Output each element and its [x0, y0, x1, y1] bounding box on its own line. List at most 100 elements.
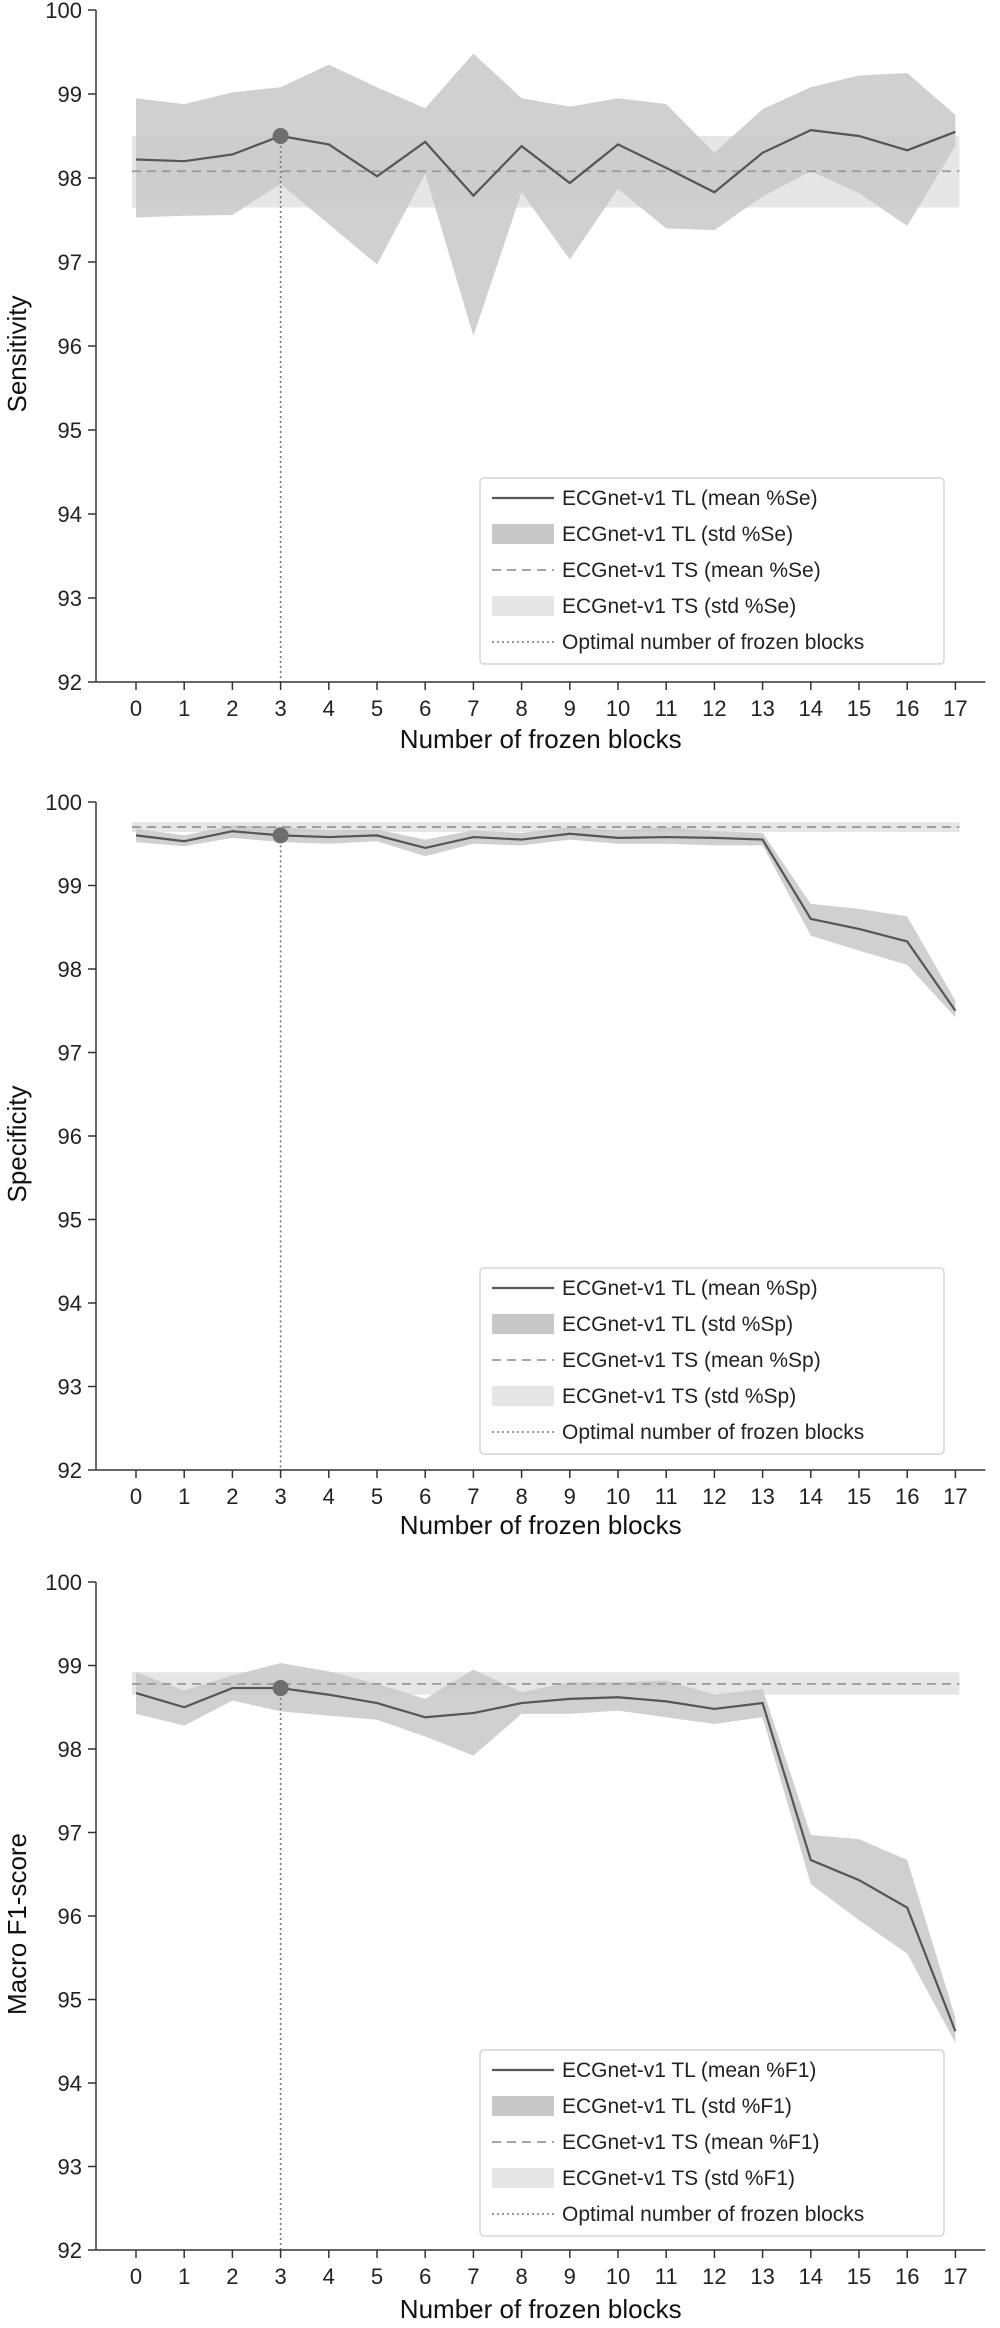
- legend-swatch-tl-std: [492, 524, 554, 544]
- x-tick-label: 15: [847, 1484, 871, 1509]
- x-tick-label: 3: [274, 2264, 286, 2289]
- y-tick-label: 96: [58, 334, 82, 359]
- legend-frame: [479, 2049, 945, 2237]
- x-tick-label: 3: [274, 1484, 286, 1509]
- legend-label: ECGnet-v1 TS (std %Se): [562, 595, 796, 618]
- y-tick-label: 95: [58, 418, 82, 443]
- x-tick-label: 16: [895, 696, 919, 721]
- y-tick-label: 98: [58, 1737, 82, 1762]
- x-tick-label: 7: [467, 696, 479, 721]
- x-tick-label: 13: [750, 2264, 774, 2289]
- legend-label: ECGnet-v1 TL (mean %Se): [562, 487, 818, 510]
- legend-label: ECGnet-v1 TS (mean %Se): [562, 559, 821, 582]
- y-axis-label: Macro F1-score: [2, 1833, 32, 2015]
- x-tick-label: 2: [226, 696, 238, 721]
- x-tick-label: 11: [655, 1484, 678, 1509]
- x-axis-label: Number of frozen blocks: [400, 1510, 682, 1540]
- legend-label: ECGnet-v1 TL (std %Sp): [562, 1313, 793, 1336]
- x-tick-label: 5: [371, 696, 383, 721]
- x-tick-label: 17: [943, 1484, 967, 1509]
- legend-frame: [479, 1267, 945, 1455]
- legend-label: ECGnet-v1 TS (mean %F1): [562, 2131, 820, 2154]
- y-tick-label: 99: [58, 1654, 82, 1679]
- y-tick-label: 95: [58, 1208, 82, 1233]
- x-tick-label: 7: [467, 2264, 479, 2289]
- tl-mean-line: [135, 830, 957, 1012]
- y-tick-label: 92: [58, 670, 82, 695]
- legend-swatch-tl-std: [492, 2096, 554, 2116]
- y-tick-label: 96: [58, 1904, 82, 1929]
- legend-label: ECGnet-v1 TL (std %F1): [562, 2095, 792, 2118]
- x-tick-label: 1: [178, 696, 190, 721]
- y-tick-label: 97: [58, 1821, 82, 1846]
- y-tick-label: 94: [58, 2071, 82, 2096]
- legend-label: ECGnet-v1 TL (mean %Sp): [562, 1277, 818, 1300]
- x-tick-label: 10: [606, 1484, 630, 1509]
- y-tick-label: 98: [58, 957, 82, 982]
- y-tick-label: 93: [58, 586, 82, 611]
- legend-swatch-ts-std: [492, 2168, 554, 2188]
- x-tick-label: 12: [702, 2264, 726, 2289]
- y-tick-label: 92: [58, 1458, 82, 1483]
- y-tick-label: 97: [58, 1041, 82, 1066]
- legend-label: ECGnet-v1 TS (mean %Sp): [562, 1349, 821, 1372]
- legend-swatch-ts-std: [492, 1386, 554, 1406]
- x-tick-label: 5: [371, 2264, 383, 2289]
- x-tick-label: 14: [799, 1484, 823, 1509]
- tl-mean-line: [135, 1686, 957, 2032]
- x-tick-label: 11: [655, 2264, 678, 2289]
- legend-swatch-ts-std: [492, 596, 554, 616]
- legend-label: ECGnet-v1 TL (std %Se): [562, 523, 793, 546]
- x-tick-label: 16: [895, 2264, 919, 2289]
- x-tick-label: 6: [419, 2264, 431, 2289]
- x-tick-label: 14: [799, 2264, 823, 2289]
- x-tick-label: 9: [564, 1484, 576, 1509]
- y-tick-label: 98: [58, 166, 82, 191]
- y-tick-label: 100: [45, 1570, 82, 1595]
- y-tick-label: 100: [45, 0, 82, 23]
- tl-mean-line: [135, 128, 956, 198]
- x-axis-label: Number of frozen blocks: [400, 724, 682, 754]
- x-tick-label: 3: [274, 696, 286, 721]
- optimal-marker: [272, 827, 289, 844]
- x-tick-label: 9: [564, 696, 576, 721]
- optimal-marker: [272, 128, 289, 144]
- y-tick-label: 99: [58, 874, 82, 899]
- x-tick-label: 0: [130, 2264, 142, 2289]
- x-tick-label: 10: [606, 696, 630, 721]
- legend-swatch-tl-std: [492, 1314, 554, 1334]
- tl-std-band: [136, 1662, 956, 2043]
- y-tick-label: 100: [45, 790, 82, 815]
- legend: ECGnet-v1 TL (mean %Sp) ECGnet-v1 TL (std…: [479, 1267, 945, 1455]
- x-tick-label: 9: [564, 2264, 576, 2289]
- legend: ECGnet-v1 TL (mean %Se) ECGnet-v1 TL (std…: [479, 477, 945, 665]
- legend-frame: [479, 477, 945, 665]
- legend-label: ECGnet-v1 TS (std %Sp): [562, 1385, 796, 1408]
- y-tick-label: 92: [58, 2238, 82, 2263]
- x-tick-label: 6: [419, 1484, 431, 1509]
- x-tick-label: 0: [130, 1484, 142, 1509]
- x-tick-label: 13: [750, 1484, 774, 1509]
- x-tick-label: 17: [943, 2264, 967, 2289]
- x-tick-label: 4: [323, 2264, 335, 2289]
- x-tick-label: 13: [750, 696, 774, 721]
- x-tick-label: 12: [702, 696, 726, 721]
- x-tick-label: 8: [515, 696, 527, 721]
- x-tick-label: 17: [943, 696, 967, 721]
- x-tick-label: 15: [847, 2264, 871, 2289]
- y-tick-label: 93: [58, 2155, 82, 2180]
- x-tick-label: 5: [371, 1484, 383, 1509]
- x-tick-label: 1: [178, 2264, 190, 2289]
- legend-label: Optimal number of frozen blocks: [562, 631, 864, 654]
- x-tick-label: 6: [419, 696, 431, 721]
- y-tick-label: 96: [58, 1124, 82, 1149]
- x-tick-label: 8: [515, 1484, 527, 1509]
- x-tick-label: 15: [847, 696, 871, 721]
- x-axis-label: Number of frozen blocks: [400, 2294, 682, 2324]
- legend-label: ECGnet-v1 TS (std %F1): [562, 2167, 795, 2190]
- x-tick-label: 2: [226, 2264, 238, 2289]
